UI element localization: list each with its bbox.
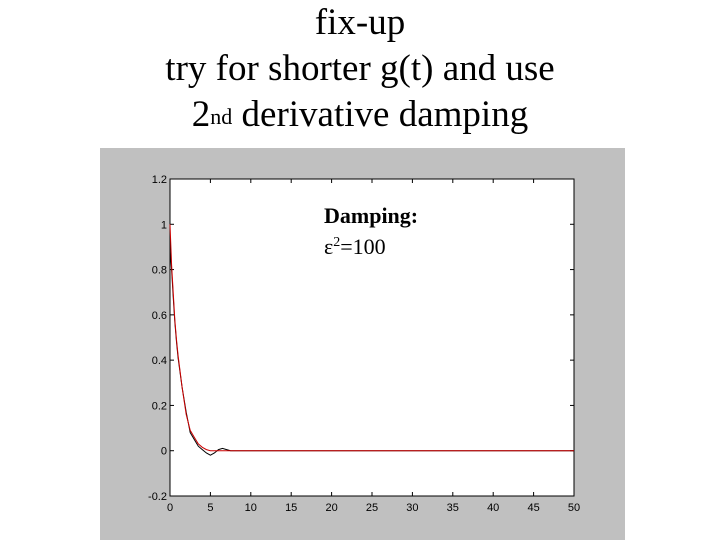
y-tick-label: 0.6 — [152, 310, 167, 322]
title-ordinal-suffix: nd — [210, 104, 233, 129]
x-tick-label: 45 — [527, 502, 539, 514]
annotation-line-1: Damping: — [324, 203, 418, 228]
series-lines — [169, 224, 574, 456]
title-line-1: fix-up — [314, 2, 406, 43]
epsilon-superscript: 2 — [333, 235, 340, 250]
x-tick-label: 35 — [447, 502, 459, 514]
damping-value: =100 — [340, 234, 385, 259]
title-line-3: 2nd derivative damping — [0, 92, 720, 138]
y-tick-label: 1.2 — [152, 174, 167, 186]
title-ordinal: 2 — [191, 94, 211, 135]
annotation-line-2: ε2=100 — [324, 234, 386, 259]
x-tick-label: 20 — [325, 502, 337, 514]
x-tick-labels: 0 5 10 15 20 25 30 35 40 45 50 — [167, 502, 580, 514]
x-tick-label: 30 — [406, 502, 418, 514]
y-tick-label: 1 — [161, 219, 167, 231]
figure-window: 0 5 10 15 20 25 30 35 40 45 50 -0.2 0 0.2 0.4 0.6 0.8 1 1… — [100, 148, 625, 540]
y-tick-label: 0 — [161, 446, 167, 458]
x-tick-label: 5 — [207, 502, 213, 514]
y-tick-label: 0.2 — [152, 400, 167, 412]
x-tick-label: 50 — [568, 502, 580, 514]
slide-title: fix-up try for shorter g(t) and use 2nd … — [0, 0, 720, 138]
plot-area — [169, 178, 575, 497]
y-tick-label: 0.4 — [152, 355, 167, 367]
x-tick-label: 10 — [245, 502, 257, 514]
x-tick-label: 0 — [167, 502, 173, 514]
x-tick-label: 15 — [285, 502, 297, 514]
y-tick-label: 0.8 — [152, 265, 167, 277]
line-chart: 0 5 10 15 20 25 30 35 40 45 50 -0.200.20.40.60.811… — [148, 174, 580, 514]
title-line-3-rest: derivative damping — [232, 94, 529, 135]
axis-ticks — [169, 178, 575, 497]
y-tick-labels: -0.2 0 0.2 0.4 0.6 0.8 1 1.2 — [148, 174, 167, 503]
series-line-2 — [169, 224, 574, 452]
x-tick-label: 40 — [487, 502, 499, 514]
x-tick-label: 25 — [366, 502, 378, 514]
y-tick-label: -0.2 — [148, 491, 167, 503]
title-line-2: try for shorter g(t) and use — [165, 48, 555, 89]
epsilon-symbol: ε — [324, 234, 333, 259]
